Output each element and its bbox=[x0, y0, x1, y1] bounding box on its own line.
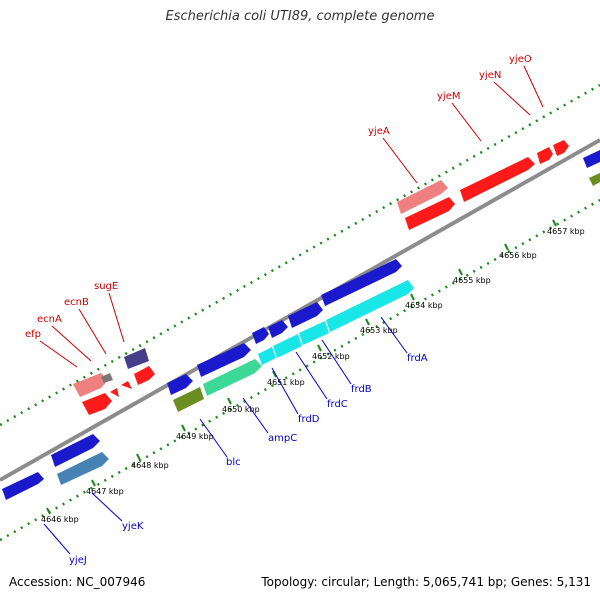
tick-mark bbox=[91, 479, 96, 487]
tick-mark bbox=[181, 424, 186, 432]
tick-mark bbox=[552, 219, 557, 227]
gene-label-suge: sugE bbox=[94, 281, 118, 292]
leader-line-ecna bbox=[51, 325, 92, 362]
tick-mark bbox=[46, 507, 51, 515]
gene-label-yjea: yjeA bbox=[368, 126, 390, 137]
gene-label-efp: efp bbox=[25, 329, 41, 340]
tick-label-4649-kbp: 4649 kbp bbox=[176, 432, 214, 441]
outer-dotted-track bbox=[0, 83, 600, 427]
gene-label-ampc: ampC bbox=[268, 433, 297, 444]
tick-mark bbox=[227, 397, 232, 405]
tick-mark bbox=[410, 293, 415, 301]
map-title: Escherichia coli UTI89, complete genome bbox=[165, 9, 435, 24]
leader-line-yjen bbox=[493, 81, 531, 116]
leader-line-yjea bbox=[382, 137, 418, 184]
gene-yjeA bbox=[397, 180, 448, 214]
leader-line-frda bbox=[380, 316, 408, 354]
tick-label-4646-kbp: 4646 kbp bbox=[41, 515, 79, 524]
gene-label-yjen: yjeN bbox=[479, 70, 501, 81]
gene-yjeJ bbox=[51, 434, 100, 467]
gene-ampC bbox=[203, 359, 262, 396]
leader-line-efp bbox=[39, 340, 78, 368]
gene-yjeA-red bbox=[405, 197, 455, 230]
leader-line-yjem bbox=[451, 102, 482, 142]
leader-line-ampc bbox=[242, 397, 269, 434]
gene-yjeM bbox=[460, 157, 535, 202]
gene-frdC bbox=[273, 334, 302, 358]
tick-mark bbox=[272, 370, 277, 378]
gene-ecnA bbox=[82, 393, 112, 415]
tick-mark bbox=[504, 243, 509, 251]
leader-line-yjej bbox=[43, 523, 71, 555]
gene-frdB bbox=[299, 321, 329, 345]
gene-ecnB bbox=[101, 373, 113, 383]
leader-line-frdc bbox=[295, 351, 328, 400]
gene-blue-d bbox=[268, 320, 288, 338]
gene-label-yjeo: yjeO bbox=[509, 54, 532, 65]
gene-efp bbox=[73, 373, 108, 397]
tick-mark bbox=[317, 344, 322, 352]
gene-frdD bbox=[258, 347, 276, 365]
gene-red-c bbox=[134, 366, 155, 385]
reverse-features bbox=[2, 280, 414, 500]
tick-label-4647-kbp: 4647 kbp bbox=[86, 487, 124, 496]
leader-line-yjeo bbox=[523, 65, 544, 108]
gene-blue-e bbox=[288, 302, 323, 328]
leader-line-frdd bbox=[271, 367, 299, 415]
gene-blc bbox=[173, 387, 204, 412]
leader-line-suge bbox=[108, 292, 125, 343]
leader-line-frdb bbox=[321, 339, 352, 385]
gene-yjeN bbox=[537, 147, 553, 164]
accession-text: Accession: NC_007946 bbox=[9, 575, 146, 589]
gene-blue-c bbox=[252, 327, 269, 344]
gene-sugE bbox=[110, 388, 119, 397]
gene-label-frda: frdA bbox=[407, 353, 428, 364]
tick-mark bbox=[136, 453, 141, 461]
tick-label-4655-kbp: 4655 kbp bbox=[453, 276, 491, 285]
tick-label-4648-kbp: 4648 kbp bbox=[131, 461, 169, 470]
gene-label-blc: blc bbox=[226, 457, 241, 468]
gene-label-yjek: yjeK bbox=[122, 521, 144, 532]
gene-label-frdd: frdD bbox=[298, 414, 320, 425]
tick-mark bbox=[365, 318, 370, 326]
gene-dark-purple bbox=[124, 348, 149, 369]
inner-dotted-track bbox=[0, 198, 600, 542]
forward-features bbox=[73, 140, 600, 415]
topology-text: Topology: circular; Length: 5,065,741 bp… bbox=[261, 575, 591, 589]
leader-line-blc bbox=[199, 418, 228, 458]
tick-label-4653-kbp: 4653 kbp bbox=[360, 326, 398, 335]
gene-frdA bbox=[326, 280, 414, 332]
gene-blue-a bbox=[167, 374, 193, 395]
genome-backbone bbox=[0, 138, 600, 482]
gene-label-ecna: ecnA bbox=[37, 314, 62, 325]
gene-blue-edge bbox=[583, 150, 600, 168]
gene-label-yjej: yjeJ bbox=[69, 555, 87, 566]
gene-yjeO bbox=[553, 140, 569, 156]
gene-label-frdb: frdB bbox=[351, 384, 372, 395]
gene-blue-f bbox=[321, 259, 402, 306]
leader-line-yjek bbox=[91, 492, 123, 522]
scale-ticks: 4646 kbp 4647 kbp 4648 kbp 4649 kbp 4650 kbp… bbox=[41, 219, 585, 524]
tick-mark bbox=[458, 268, 463, 276]
gene-label-ecnb: ecnB bbox=[64, 297, 89, 308]
gene-olive-edge bbox=[589, 173, 600, 186]
tick-label-4650-kbp: 4650 kbp bbox=[222, 405, 260, 414]
gene-small-red-b bbox=[121, 381, 132, 389]
gene-label-frdc: frdC bbox=[327, 399, 348, 410]
gene-blue-b bbox=[197, 343, 251, 377]
gene-label-yjem: yjeM bbox=[437, 91, 460, 102]
tick-label-4652-kbp: 4652 kbp bbox=[312, 352, 350, 361]
tick-label-4651-kbp: 4651 kbp bbox=[267, 378, 305, 387]
tick-label-4657-kbp: 4657 kbp bbox=[547, 227, 585, 236]
leader-line-ecnb bbox=[78, 308, 107, 355]
gene-blue-left bbox=[2, 472, 44, 500]
tick-label-4654-kbp: 4654 kbp bbox=[405, 301, 443, 310]
gene-yjeK bbox=[57, 452, 109, 485]
tick-label-4656-kbp: 4656 kbp bbox=[499, 251, 537, 260]
